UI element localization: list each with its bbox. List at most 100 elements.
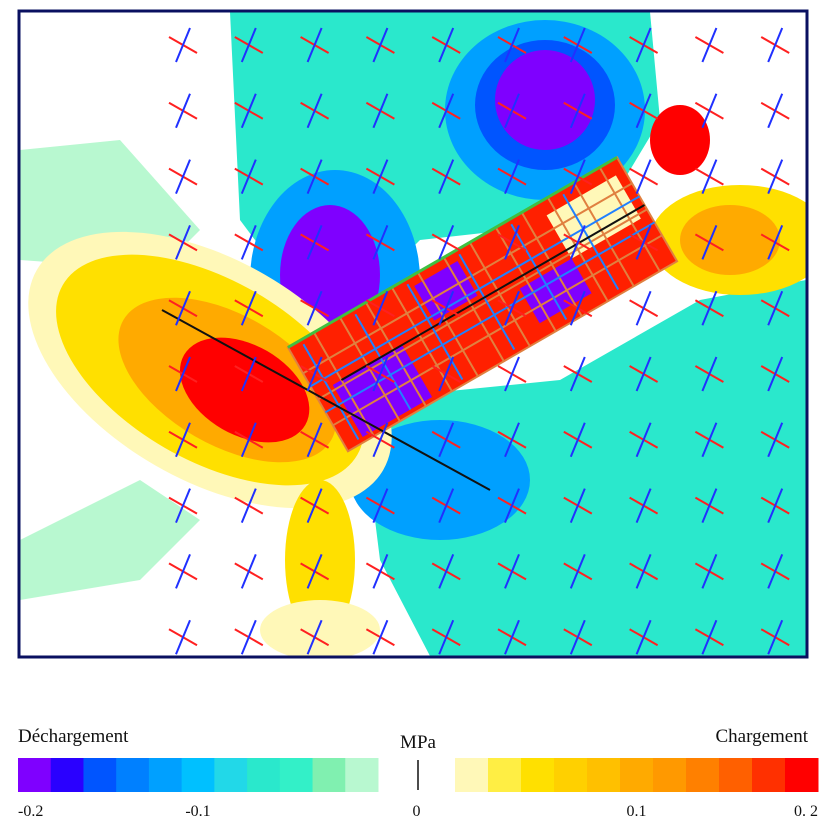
cross-blue — [569, 356, 586, 392]
cross-blue — [504, 356, 520, 392]
cross-blue — [569, 619, 586, 655]
colorbar-swatch — [83, 758, 117, 792]
cross-blue — [240, 27, 257, 63]
cross-blue — [175, 290, 191, 326]
cross-blue — [306, 554, 323, 589]
cross-blue — [175, 27, 191, 63]
cross-blue — [767, 488, 784, 523]
cross-blue — [504, 619, 520, 655]
cross-blue — [767, 356, 784, 392]
cross-blue — [569, 488, 586, 523]
cross-blue — [635, 422, 652, 458]
colorbar-swatch — [312, 758, 346, 792]
cross-blue — [635, 488, 652, 523]
colorbar-swatch — [488, 758, 522, 792]
cross-blue — [240, 554, 257, 589]
cross-blue — [240, 422, 257, 458]
cross-blue — [306, 93, 323, 129]
cross-blue — [504, 159, 520, 194]
cross-blue — [701, 554, 718, 589]
colorbar-swatch — [653, 758, 687, 792]
colorbar-tick-label: 0 — [413, 803, 421, 820]
cross-blue — [504, 225, 520, 260]
cross-blue — [767, 27, 784, 63]
cross-blue — [504, 554, 520, 589]
cross-blue — [175, 554, 191, 589]
cross-blue — [175, 488, 191, 523]
cross-blue — [372, 422, 389, 458]
cross-blue — [372, 27, 389, 63]
cross-blue — [635, 356, 652, 392]
colorbar-swatch — [345, 758, 379, 792]
colorbar-swatch — [214, 758, 248, 792]
cross-blue — [569, 27, 586, 63]
cross-blue — [306, 225, 323, 260]
loading-label: Chargement — [715, 726, 808, 747]
cross-blue — [240, 488, 257, 523]
cross-blue — [438, 554, 455, 589]
cross-blue — [635, 619, 652, 655]
cross-blue — [767, 422, 784, 458]
colorbar-swatch — [719, 758, 753, 792]
cross-blue — [767, 290, 784, 326]
cross-blue — [372, 619, 389, 655]
cross-blue — [504, 488, 520, 523]
cross-blue — [438, 27, 455, 63]
cross-blue — [240, 619, 257, 655]
colorbar-swatch — [18, 758, 52, 792]
cross-blue — [175, 159, 191, 194]
cross-blue — [701, 159, 718, 194]
colorbar-tick-label: 0.1 — [627, 803, 647, 820]
cross-blue — [569, 554, 586, 589]
cross-blue — [438, 488, 455, 523]
unloading-label: Déchargement — [18, 726, 129, 747]
cross-blue — [175, 619, 191, 655]
cross-blue — [306, 290, 323, 326]
colorbar-swatch — [247, 758, 281, 792]
map-frame — [17, 9, 809, 659]
cross-blue — [635, 93, 652, 129]
cross-blue — [240, 159, 257, 194]
cross-blue — [701, 422, 718, 458]
cross-blue — [438, 422, 455, 458]
cross-blue — [372, 159, 389, 194]
colorbar-tick-label: -0.1 — [185, 803, 210, 820]
cross-blue — [306, 27, 323, 63]
cross-blue — [635, 554, 652, 589]
cross-blue — [438, 225, 455, 260]
cross-blue — [635, 27, 652, 63]
cross-blue — [635, 225, 652, 260]
cross-blue — [372, 356, 389, 392]
colorbar-swatch — [50, 758, 84, 792]
cross-blue — [701, 290, 718, 326]
cross-blue — [240, 225, 257, 260]
cross-blue — [767, 619, 784, 655]
colorbar-swatch — [148, 758, 183, 792]
cross-blue — [701, 488, 718, 523]
cross-blue — [175, 93, 191, 129]
cross-blue — [701, 356, 718, 392]
cross-blue — [767, 554, 784, 589]
cross-blue — [240, 290, 257, 326]
colorbar-swatch — [686, 758, 720, 792]
cross-blue — [372, 290, 389, 326]
cross-blue — [438, 356, 455, 392]
cross-blue — [175, 356, 191, 392]
cross-blue — [504, 27, 520, 63]
cross-blue — [438, 159, 455, 194]
cross-blue — [306, 356, 323, 392]
cross-blue — [372, 554, 389, 589]
colorbar-swatch — [620, 758, 654, 792]
cross-blue — [372, 225, 389, 260]
cross-blue — [701, 27, 718, 63]
cross-blue — [504, 290, 520, 326]
colorbar-swatch — [116, 758, 150, 792]
cross-blue — [240, 356, 257, 392]
cross-blue — [767, 159, 784, 194]
colorbar-swatch — [554, 758, 588, 792]
cross-blue — [635, 159, 652, 194]
cross-blue — [569, 159, 586, 194]
cross-blue — [767, 93, 784, 129]
cross-blue — [569, 225, 586, 260]
